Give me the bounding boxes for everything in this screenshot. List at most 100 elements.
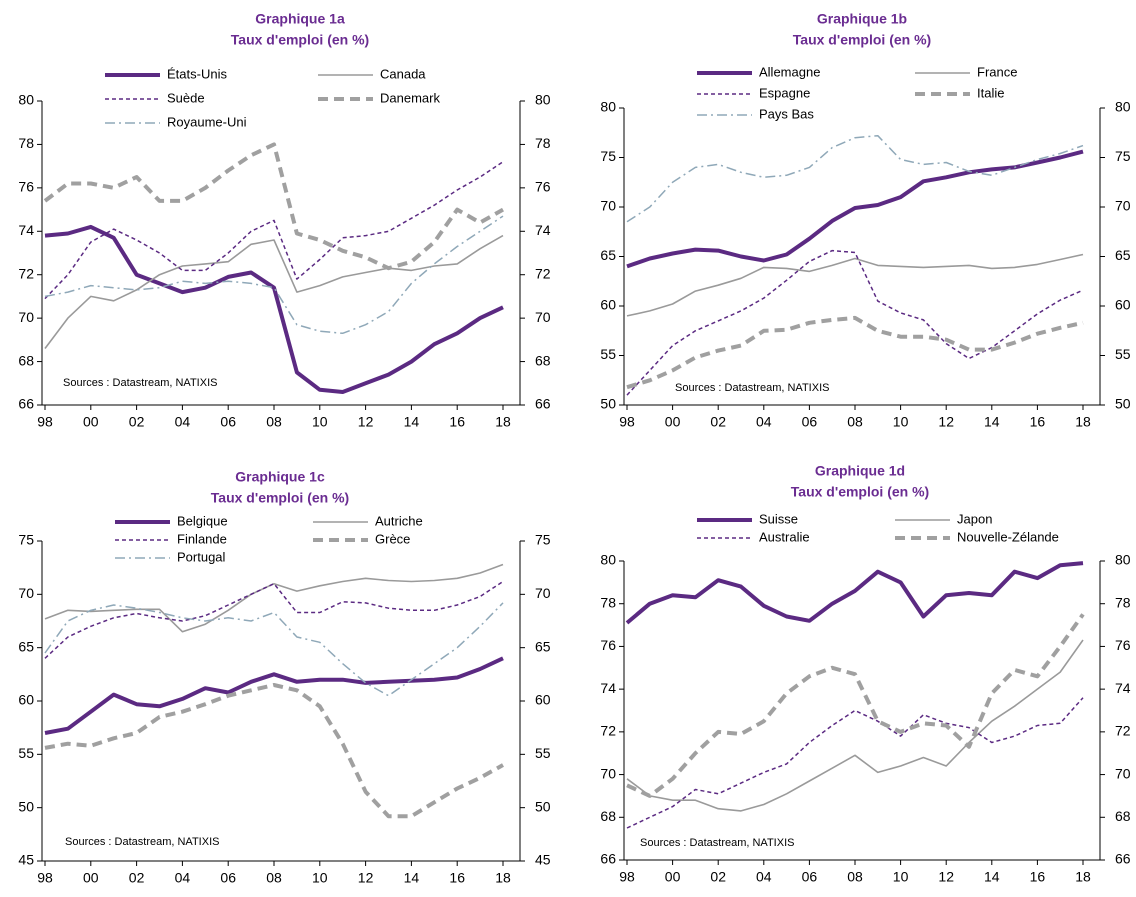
y-tick-label: 80 — [600, 99, 616, 115]
y-tick-label-right: 60 — [535, 692, 551, 708]
series-line — [625, 561, 1084, 625]
x-tick-label: 08 — [266, 870, 282, 886]
x-tick-label: 04 — [175, 414, 191, 430]
y-tick-label-right: 76 — [535, 179, 551, 195]
legend-label: Canada — [380, 66, 426, 81]
x-tick-label: 12 — [358, 414, 374, 430]
y-tick-label-right: 80 — [1115, 552, 1131, 568]
y-tick-label: 66 — [600, 851, 616, 867]
x-tick-label: 02 — [710, 414, 726, 430]
x-tick-label: 10 — [893, 869, 909, 885]
x-tick-label: 18 — [495, 414, 511, 430]
x-tick-label: 16 — [449, 414, 465, 430]
y-tick-label-right: 50 — [535, 798, 551, 814]
y-tick-label-right: 55 — [535, 745, 551, 761]
y-tick-label: 72 — [18, 265, 34, 281]
legend-label: Nouvelle-Zélande — [957, 529, 1059, 544]
x-tick-label: 12 — [358, 870, 374, 886]
x-tick-label: 18 — [1075, 869, 1091, 885]
y-tick-label: 80 — [600, 552, 616, 568]
series-line — [43, 142, 504, 271]
y-tick-label: 76 — [600, 637, 616, 653]
series-line — [44, 563, 504, 633]
x-tick-label: 00 — [665, 869, 681, 885]
y-tick-label: 74 — [600, 680, 616, 696]
y-tick-label-right: 74 — [535, 222, 551, 238]
x-tick-label: 06 — [220, 414, 236, 430]
y-tick-label: 50 — [600, 396, 616, 412]
legend-label: Pays Bas — [759, 106, 814, 121]
y-tick-label: 60 — [600, 297, 616, 313]
legend-label: Portugal — [177, 549, 226, 564]
series-line — [44, 683, 504, 819]
legend-label: Belgique — [177, 513, 228, 528]
y-tick-label: 50 — [18, 798, 34, 814]
y-tick-label-right: 80 — [1115, 99, 1131, 115]
legend-label: États-Unis — [167, 66, 227, 81]
y-tick-label: 74 — [18, 222, 34, 238]
chart-subtitle: Taux d'emploi (en %) — [791, 484, 929, 500]
y-tick-label: 70 — [18, 585, 34, 601]
y-tick-label: 65 — [18, 638, 34, 654]
y-tick-label-right: 70 — [535, 585, 551, 601]
x-tick-label: 98 — [37, 414, 53, 430]
chart-subtitle: Taux d'emploi (en %) — [231, 32, 369, 48]
y-tick-label: 70 — [600, 198, 616, 214]
series-line — [626, 253, 1084, 317]
x-tick-label: 04 — [756, 869, 772, 885]
x-tick-label: 12 — [938, 869, 954, 885]
series-line — [44, 161, 504, 300]
legend-label: Espagne — [759, 85, 810, 100]
x-tick-label: 06 — [802, 869, 818, 885]
x-tick-label: 12 — [938, 414, 954, 430]
y-tick-label: 80 — [18, 92, 34, 108]
source-note: Sources : Datastream, NATIXIS — [640, 837, 794, 849]
legend-label: Italie — [977, 85, 1004, 100]
x-tick-label: 14 — [404, 870, 420, 886]
y-tick-label: 75 — [18, 532, 34, 548]
source-note: Sources : Datastream, NATIXIS — [63, 377, 217, 389]
series-line — [44, 215, 504, 335]
y-tick-label-right: 65 — [1115, 247, 1131, 263]
chart-title: Graphique 1d — [815, 463, 905, 479]
chart-subtitle: Taux d'emploi (en %) — [211, 490, 349, 506]
y-tick-label-right: 78 — [1115, 594, 1131, 610]
y-tick-label: 55 — [600, 346, 616, 362]
series-line — [626, 613, 1085, 798]
x-tick-label: 98 — [37, 870, 53, 886]
chart-title: Graphique 1a — [255, 11, 345, 27]
x-tick-label: 10 — [893, 414, 909, 430]
x-tick-label: 16 — [1030, 869, 1046, 885]
x-tick-label: 04 — [175, 870, 191, 886]
x-tick-label: 18 — [495, 870, 511, 886]
series-line — [626, 697, 1084, 829]
legend-label: Suède — [167, 90, 205, 105]
series-line — [626, 149, 1084, 269]
y-tick-label-right: 72 — [535, 265, 551, 281]
x-tick-label: 08 — [847, 869, 863, 885]
y-tick-label: 75 — [600, 148, 616, 164]
series-line — [626, 315, 1084, 390]
chart-title: Graphique 1b — [817, 11, 907, 27]
series-line — [44, 224, 504, 394]
x-tick-label: 00 — [83, 870, 99, 886]
chart-subtitle: Taux d'emploi (en %) — [793, 32, 931, 48]
y-tick-label-right: 65 — [535, 638, 551, 654]
y-tick-label: 66 — [18, 396, 34, 412]
y-tick-label: 65 — [600, 247, 616, 263]
x-tick-label: 00 — [83, 414, 99, 430]
x-tick-label: 14 — [984, 869, 1000, 885]
x-tick-label: 98 — [619, 414, 635, 430]
y-tick-label-right: 55 — [1115, 346, 1131, 362]
y-tick-label: 55 — [18, 745, 34, 761]
series-line — [44, 602, 504, 697]
legend-label: Suisse — [759, 511, 798, 526]
y-tick-label: 68 — [18, 352, 34, 368]
legend-label: Australie — [759, 529, 810, 544]
y-tick-label: 70 — [18, 309, 34, 325]
x-tick-label: 14 — [404, 414, 420, 430]
y-tick-label: 60 — [18, 692, 34, 708]
y-tick-label-right: 45 — [535, 852, 551, 868]
legend-label: Danemark — [380, 90, 440, 105]
x-tick-label: 04 — [756, 414, 772, 430]
